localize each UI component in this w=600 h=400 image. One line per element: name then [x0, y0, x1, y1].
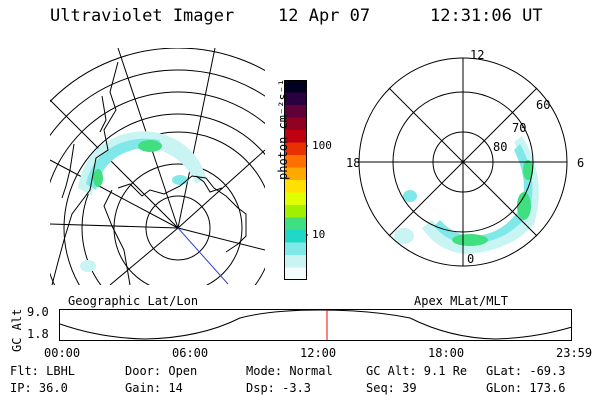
status-glat: GLat: -69.3: [486, 364, 566, 378]
altitude-curve: [59, 309, 573, 340]
altitude-ytick: 9.0: [27, 305, 49, 319]
mlt-label-12: 12: [470, 48, 485, 62]
instrument-title: Ultraviolet Imager: [50, 6, 235, 26]
colorbar-cell: [284, 117, 307, 131]
meridian: [50, 99, 179, 229]
colorbar-cell: [284, 180, 307, 193]
colorbar-cell: [284, 230, 307, 243]
status-gc-alt: GC Alt: 9.1 Re: [366, 364, 468, 378]
meridian: [177, 149, 265, 229]
lat-circle: [63, 113, 265, 285]
status-dsp: Dsp: -3.3: [246, 381, 312, 395]
colorbar-cell: [284, 242, 307, 256]
lat-circle: [50, 69, 265, 137]
aurora-emission: [78, 131, 206, 272]
lat-circle: [50, 91, 265, 285]
lat-circle: [145, 195, 211, 261]
colorbar-cell: [284, 255, 307, 268]
colorbar: [284, 80, 308, 280]
meridian: [50, 159, 179, 229]
colorbar-cell: [284, 80, 307, 93]
colorbar-cell: [284, 142, 307, 156]
meridian: [177, 227, 265, 251]
mlt-label-6: 6: [577, 156, 585, 170]
meridian: [109, 227, 179, 285]
time-label: 12:31:06 UT: [430, 6, 543, 26]
meridian: [50, 223, 179, 229]
meridian: [177, 48, 216, 229]
mlat-label-80: 80: [493, 140, 508, 154]
colorbar-cell: [284, 205, 307, 218]
colorbar-cell: [284, 155, 307, 168]
mlt-line-diag: [388, 87, 538, 237]
status-filter: Flt: LBHL: [10, 364, 76, 378]
colorbar-cell: [284, 267, 307, 280]
mlat-label-60: 60: [536, 98, 551, 112]
colorbar-cell: [284, 192, 307, 206]
colorbar-cell: [284, 167, 307, 181]
mlt-label-18: 18: [346, 156, 361, 170]
colorbar-tick-label: 100: [312, 139, 332, 152]
coastline: [51, 61, 247, 285]
status-door: Door: Open: [125, 364, 198, 378]
time-tick: 23:59: [556, 346, 593, 360]
apex-caption: Apex MLat/MLT: [414, 294, 508, 308]
colorbar-unit: photon cm⁻²s⁻¹: [276, 78, 290, 180]
time-tick: 12:00: [300, 346, 337, 360]
status-glon: GLon: 173.6: [486, 381, 566, 395]
altitude-strip-plot: [59, 309, 573, 341]
altitude-ylabel: GC Alt: [10, 308, 24, 352]
look-direction-line: [177, 227, 229, 285]
lat-circle: [113, 163, 243, 285]
colorbar-cell: [284, 105, 307, 118]
colorbar-tick-label: 10: [312, 228, 326, 241]
time-tick: 06:00: [172, 346, 209, 360]
geographic-caption: Geographic Lat/Lon: [68, 294, 199, 308]
polar-plot: [358, 57, 568, 267]
status-gain: Gain: 14: [125, 381, 183, 395]
status-mode: Mode: Normal: [246, 364, 333, 378]
time-tick: 00:00: [44, 346, 81, 360]
altitude-ytick: 1.8: [27, 327, 49, 341]
colorbar-cell: [284, 217, 307, 231]
aurora-oval: [394, 136, 539, 254]
lat-circle: [81, 131, 265, 285]
colorbar-cell: [284, 130, 307, 143]
mlt-label-0: 0: [467, 252, 475, 266]
status-seq: Seq: 39: [366, 381, 417, 395]
date-label: 12 Apr 07: [278, 6, 371, 26]
status-ip: IP: 36.0: [10, 381, 68, 395]
mlat-label-70: 70: [512, 121, 527, 135]
geographic-map: [50, 48, 265, 285]
time-tick: 18:00: [428, 346, 465, 360]
colorbar-cell: [284, 92, 307, 106]
